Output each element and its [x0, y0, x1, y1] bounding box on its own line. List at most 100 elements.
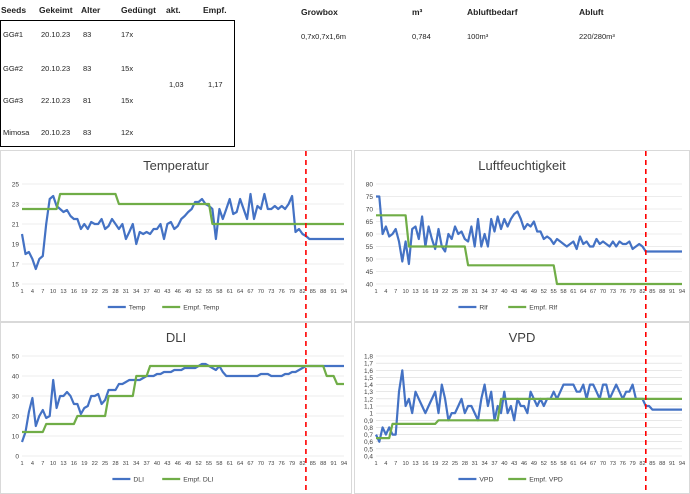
- x-tick-label: 25: [452, 289, 458, 295]
- x-tick-label: 34: [133, 289, 139, 295]
- legend-label: Empf. Temp: [183, 305, 219, 312]
- vpd-chart: VPD0,40,50,60,70,80,911,11,21,31,41,51,6…: [354, 322, 690, 494]
- chart-frame: [354, 322, 690, 494]
- x-tick-label: 91: [669, 461, 675, 467]
- x-tick-label: 88: [320, 289, 326, 295]
- header-growbox: Growbox: [301, 7, 338, 17]
- x-tick-label: 22: [442, 461, 448, 467]
- x-tick-label: 43: [164, 289, 170, 295]
- row-date: 22.10.23: [41, 96, 71, 105]
- y-tick-label: 50: [366, 257, 374, 264]
- row-age: 83: [83, 30, 92, 39]
- x-tick-label: 79: [289, 289, 295, 295]
- x-tick-label: 46: [175, 461, 181, 467]
- row-name: Mimosa: [3, 128, 30, 137]
- x-tick-label: 73: [610, 289, 616, 295]
- x-tick-label: 40: [501, 461, 507, 467]
- x-tick-label: 70: [258, 289, 264, 295]
- chart-title: Temperatur: [143, 158, 209, 173]
- y-tick-label: 23: [12, 202, 20, 209]
- x-tick-label: 43: [511, 289, 517, 295]
- y-tick-label: 0,7: [364, 432, 373, 439]
- x-tick-label: 28: [462, 461, 468, 467]
- x-tick-label: 31: [123, 289, 129, 295]
- x-tick-label: 34: [481, 461, 487, 467]
- legend-label: Rlf: [479, 305, 487, 312]
- seed-table-box: [0, 20, 235, 147]
- x-tick-label: 85: [310, 289, 316, 295]
- x-tick-label: 31: [123, 461, 129, 467]
- x-tick-label: 16: [71, 289, 77, 295]
- x-tick-label: 67: [590, 289, 596, 295]
- x-tick-label: 46: [175, 289, 181, 295]
- x-tick-label: 22: [92, 289, 98, 295]
- x-tick-label: 85: [649, 289, 655, 295]
- x-tick-label: 46: [521, 461, 527, 467]
- x-tick-label: 88: [659, 289, 665, 295]
- chart-frame: [0, 322, 352, 494]
- x-tick-label: 40: [501, 289, 507, 295]
- x-tick-label: 70: [600, 461, 606, 467]
- y-tick-label: 50: [12, 354, 20, 361]
- x-tick-label: 76: [279, 461, 285, 467]
- x-tick-label: 55: [206, 289, 212, 295]
- x-tick-label: 67: [247, 461, 253, 467]
- y-tick-label: 30: [12, 394, 20, 401]
- x-tick-label: 28: [112, 461, 118, 467]
- legend-label: Empf. Rlf: [529, 305, 557, 312]
- x-tick-label: 1: [20, 461, 23, 467]
- x-tick-label: 13: [60, 461, 66, 467]
- y-tick-label: 19: [12, 242, 20, 249]
- y-tick-label: 1,3: [364, 389, 373, 396]
- x-tick-label: 52: [541, 289, 547, 295]
- series-line-vpd: [375, 369, 682, 443]
- series-line-empf-temp: [22, 192, 344, 226]
- y-tick-label: 25: [12, 182, 20, 189]
- x-tick-label: 1: [374, 289, 377, 295]
- x-tick-label: 58: [560, 461, 566, 467]
- x-tick-label: 64: [237, 289, 243, 295]
- growbox-value: 0,7x0,7x1,6m: [301, 32, 347, 41]
- x-tick-label: 73: [268, 289, 274, 295]
- legend-label: DLI: [133, 477, 144, 484]
- legend-label: Empf. VPD: [529, 477, 563, 484]
- x-tick-label: 43: [164, 461, 170, 467]
- x-tick-label: 19: [81, 289, 87, 295]
- y-tick-label: 1,4: [364, 382, 373, 389]
- legend-label: Temp: [129, 305, 146, 312]
- x-tick-label: 4: [31, 289, 34, 295]
- row-date: 20.10.23: [41, 64, 71, 73]
- y-tick-label: 17: [12, 262, 20, 269]
- x-tick-label: 91: [330, 461, 336, 467]
- series-line-rlf: [376, 195, 682, 266]
- x-tick-label: 31: [472, 461, 478, 467]
- y-tick-label: 75: [366, 194, 374, 201]
- x-tick-label: 49: [185, 461, 191, 467]
- x-tick-label: 49: [185, 289, 191, 295]
- chart-title: Luftfeuchtigkeit: [478, 158, 566, 173]
- x-tick-label: 37: [491, 289, 497, 295]
- x-tick-label: 31: [472, 289, 478, 295]
- y-tick-label: 80: [366, 182, 374, 189]
- temperature-chart: Temperatur 15 17 19 21 23 25 1 4 7 10 13 16 19 22 25 28 3…: [0, 150, 352, 322]
- chart-title: VPD: [509, 330, 536, 345]
- x-tick-label: 1: [20, 289, 23, 295]
- legend-label: Empf. DLI: [183, 477, 213, 484]
- series-line-empf-vpd: [376, 397, 682, 440]
- x-tick-label: 82: [299, 289, 305, 295]
- x-tick-label: 79: [630, 289, 636, 295]
- row-age: 83: [83, 64, 92, 73]
- akt-value: 1,03: [169, 80, 184, 89]
- x-tick-label: 88: [320, 461, 326, 467]
- x-tick-label: 25: [102, 461, 108, 467]
- series-line-empf-rlf: [376, 214, 682, 286]
- x-tick-label: 16: [422, 461, 428, 467]
- y-tick-label: 0,4: [364, 454, 373, 461]
- x-tick-label: 13: [412, 289, 418, 295]
- y-tick-label: 15: [12, 282, 20, 289]
- y-tick-label: 0,8: [364, 425, 373, 432]
- y-tick-label: 1,1: [364, 404, 373, 411]
- x-tick-label: 73: [610, 461, 616, 467]
- x-tick-label: 85: [310, 461, 316, 467]
- x-tick-label: 73: [268, 461, 274, 467]
